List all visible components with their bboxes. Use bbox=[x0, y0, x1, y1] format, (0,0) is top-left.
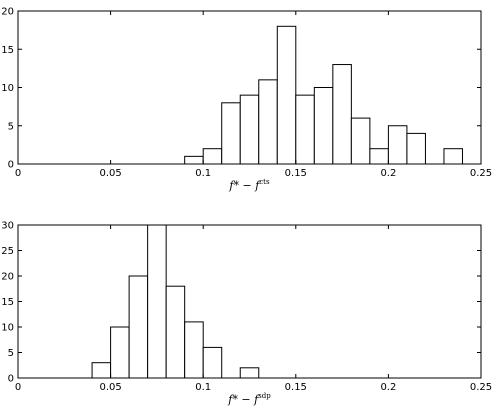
x-tick-label: 0 bbox=[15, 382, 21, 393]
histogram-bar bbox=[128, 275, 149, 379]
x-tick-label: 0.2 bbox=[380, 382, 396, 393]
y-tick-label: 15 bbox=[1, 297, 14, 308]
histogram-bar bbox=[91, 362, 112, 379]
y-tick-label: 25 bbox=[1, 246, 14, 257]
histogram-bar bbox=[165, 285, 186, 379]
x-tick-label: 0.2 bbox=[380, 168, 396, 179]
histogram-bar bbox=[184, 155, 204, 165]
histogram-bar bbox=[406, 132, 426, 165]
histogram-bar bbox=[258, 79, 278, 165]
histogram-bar bbox=[387, 125, 408, 165]
y-tick-label: 20 bbox=[1, 272, 14, 283]
x-tick-label: 0.25 bbox=[470, 168, 492, 179]
y-tick-label: 5 bbox=[8, 121, 14, 132]
histogram-bar bbox=[443, 148, 463, 165]
x-tick-label: 0.15 bbox=[285, 168, 307, 179]
x-axis-label-superscript: cts bbox=[259, 178, 270, 186]
histogram-bar bbox=[276, 25, 297, 165]
histogram-bar bbox=[184, 321, 204, 379]
y-tick-label: 5 bbox=[8, 348, 14, 359]
histogram-bar bbox=[295, 94, 315, 165]
histogram-bar bbox=[350, 117, 371, 165]
histogram-bar bbox=[147, 224, 167, 379]
x-axis-label-main: f* − f bbox=[228, 179, 261, 192]
histogram-bar bbox=[202, 148, 223, 165]
x-tick-label: 0.05 bbox=[99, 168, 121, 179]
histogram-bar bbox=[221, 102, 241, 165]
x-tick-label: 0 bbox=[15, 168, 21, 179]
plot-frame bbox=[17, 224, 482, 379]
histogram-bar bbox=[332, 64, 352, 165]
y-tick-label: 0 bbox=[8, 374, 14, 385]
x-tick-label: 0.1 bbox=[195, 168, 211, 179]
histogram-bar bbox=[110, 326, 130, 379]
y-tick-label: 10 bbox=[1, 323, 14, 334]
histogram-bar bbox=[239, 94, 260, 165]
y-tick-label: 30 bbox=[1, 221, 14, 232]
y-tick-label: 20 bbox=[1, 7, 14, 18]
x-axis-label: f* − fsdp bbox=[227, 392, 271, 406]
y-tick-label: 15 bbox=[1, 45, 14, 56]
y-tick-label: 0 bbox=[8, 160, 14, 171]
x-tick-label: 0.25 bbox=[470, 382, 492, 393]
histogram-bar bbox=[313, 87, 334, 165]
x-tick-label: 0.05 bbox=[99, 382, 121, 393]
y-tick-label: 10 bbox=[1, 83, 14, 94]
x-axis-label-superscript: sdp bbox=[258, 392, 271, 400]
x-axis-label: f* − fcts bbox=[228, 178, 270, 192]
histogram-bar bbox=[202, 346, 223, 379]
histogram-bar bbox=[239, 367, 260, 379]
x-tick-label: 0.1 bbox=[195, 382, 211, 393]
histogram-top: 0 0.05 0.1 0.15 0.2 0.25 0 5 10 15 20 f* − fcts bbox=[1, 7, 492, 193]
histogram-bottom: 0 0.05 0.1 0.15 0.2 0.25 0 5 10 15 20 25 30 f* − fsdp bbox=[1, 221, 492, 407]
x-axis-label-main: f* − f bbox=[227, 393, 260, 406]
histogram-bar bbox=[369, 148, 389, 165]
x-tick-label: 0.15 bbox=[285, 382, 307, 393]
